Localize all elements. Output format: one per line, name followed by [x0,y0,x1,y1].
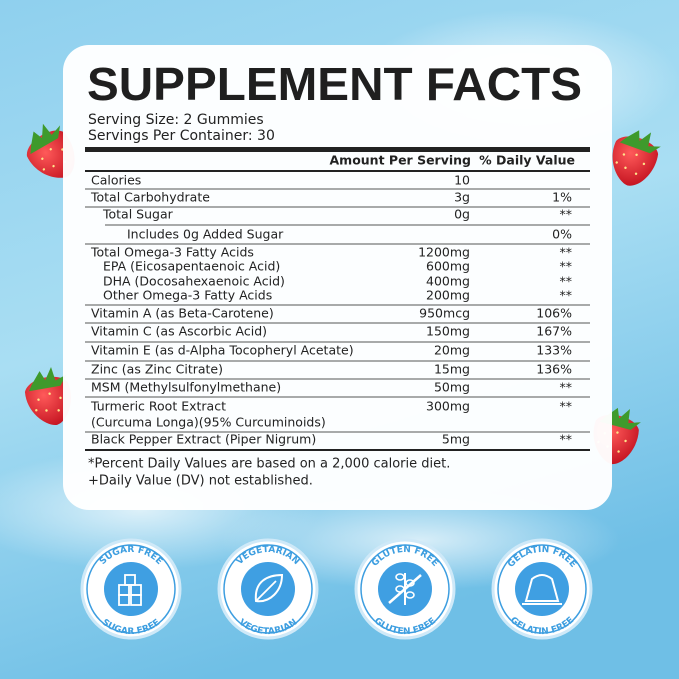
sugar-cube [130,594,142,606]
amount: 150mg [426,324,470,339]
nutrient-name: Turmeric Root Extract [90,399,226,414]
nutrient-name: Black Pepper Extract (Piper Nigrum) [91,432,316,447]
badge-ring-inner [86,544,176,634]
nutrient-name: Vitamin C (as Ascorbic Acid) [91,324,267,339]
amount: 5mg [442,432,470,447]
facts-card [63,45,612,510]
amount: 0g [454,207,470,222]
footnote: *Percent Daily Values are based on a 2,0… [88,457,450,472]
daily-value: ** [560,380,573,395]
nutrient-name: Vitamin A (as Beta-Carotene) [91,306,274,321]
badge-icon [254,573,284,603]
daily-value: 167% [536,324,572,339]
amount: 15mg [434,362,470,377]
header-rule [85,170,590,172]
badge-ring-inner [497,544,587,634]
amount: 300mg [426,399,470,414]
daily-value: 0% [552,227,572,242]
nutrient-name: Includes 0g Added Sugar [127,227,284,242]
nutrient-name: DHA (Docosahexaenoic Acid) [103,274,285,289]
amount: 1200mg [418,245,470,260]
badge-icon [522,574,562,605]
badge-core [515,562,569,616]
badge-ring-inner [223,544,313,634]
daily-value: ** [560,432,573,447]
bottom-rule [85,449,590,451]
daily-value: ** [560,274,573,289]
daily-value: ** [560,245,573,260]
amount: 50mg [434,380,470,395]
leaf [254,573,284,603]
footnote: +Daily Value (DV) not established. [88,474,313,489]
daily-value: 136% [536,362,572,377]
amount: 3g [454,190,470,205]
amount: 200mg [426,288,470,303]
nutrient-name: Calories [91,173,141,188]
amount: 10 [454,173,470,188]
title: SUPPLEMENT FACTS [87,58,582,110]
nutrient-name: Total Sugar [102,207,174,222]
daily-value: ** [560,288,573,303]
nutrient-name: Zinc (as Zinc Citrate) [91,362,223,377]
daily-value: ** [560,207,573,222]
column-header: Amount Per Serving [330,153,472,168]
daily-value: ** [560,259,573,274]
column-header: % Daily Value [479,153,575,168]
daily-value: 133% [536,343,572,358]
serving-size: Serving Size: 2 Gummies [88,112,264,128]
badge-icon [118,574,142,606]
amount: 400mg [426,274,470,289]
daily-value: 106% [536,306,572,321]
strike [388,574,422,604]
daily-value: ** [560,399,573,414]
thick-rule [85,147,590,152]
amount: 20mg [434,343,470,358]
jelly [524,574,560,602]
nutrient-name: MSM (Methylsulfonylmethane) [91,380,281,395]
daily-value: 1% [552,190,572,205]
leaf-vein [255,580,277,602]
nutrient-name: Vitamin E (as d-Alpha Tocopheryl Acetate… [91,343,354,358]
badge-ring-inner [360,544,450,634]
servings-per-container: Servings Per Container: 30 [88,128,275,144]
nutrient-name: Other Omega-3 Fatty Acids [103,288,272,303]
amount: 950mcg [419,306,470,321]
sugar-cube [124,574,136,586]
nutrient-detail: (Curcuma Longa)(95% Curcuminoids) [91,415,326,430]
amount: 600mg [426,259,470,274]
sugar-cube [118,594,130,606]
nutrient-name: Total Carbohydrate [90,190,210,205]
badge-icon [388,573,422,605]
nutrient-name: Total Omega-3 Fatty Acids [90,245,254,260]
nutrient-name: EPA (Eicosapentaenoic Acid) [103,259,280,274]
facts-table: Calories 10 Total Carbohydrate 3g 1% Total Su… [85,173,590,451]
